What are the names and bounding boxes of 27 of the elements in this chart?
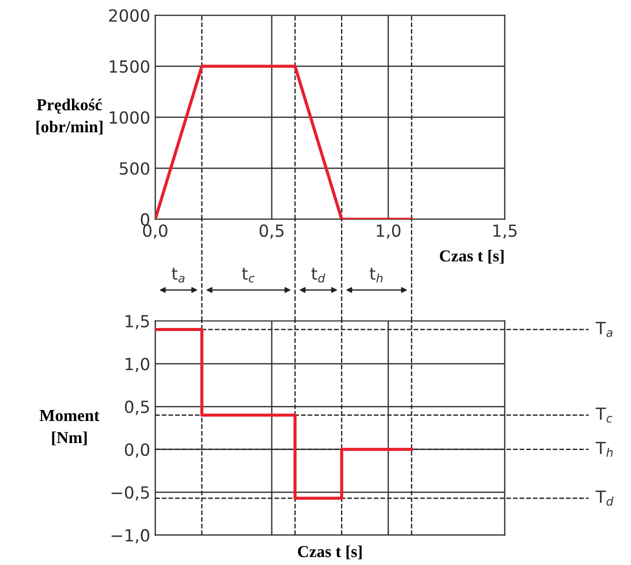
ref-line-label: T$_{c}$	[596, 408, 612, 423]
x-tick-label: 0,0	[143, 224, 168, 239]
x-tick-label: 1,0	[376, 224, 400, 239]
text: t$_{d}$	[311, 268, 326, 283]
y-tick-label: 1000	[110, 111, 150, 124]
text: t$_{a}$	[172, 268, 184, 283]
y-tick-label: 0,5	[124, 400, 149, 415]
y-tick-label: 2000	[109, 9, 150, 22]
y-tick-label: 500	[120, 162, 150, 175]
y-tick-label: 0	[140, 213, 150, 226]
y-tick-label: 1500	[110, 60, 150, 73]
y-tick-label: 1,0	[126, 358, 150, 372]
ref-line-label: T$_{d}$	[596, 490, 614, 506]
y-tick-label: −1,0	[112, 529, 150, 544]
y-tick-label: −0,5	[112, 486, 149, 500]
x-tick-label: 0,5	[260, 224, 284, 239]
y-tick-label: 1,5	[126, 315, 149, 330]
x-axis-title: Czas t [s]	[298, 545, 362, 560]
ref-line-label: T$_{h}$	[596, 442, 613, 457]
y-axis-title: Moment [Nm]	[40, 410, 100, 446]
x-tick-label: 1,5	[493, 224, 517, 239]
x-axis-title: Czas t [s]	[440, 250, 504, 264]
y-axis-title: Prędkość [obr/min]	[36, 98, 102, 134]
y-tick-label: 0,0	[124, 443, 150, 458]
ref-line-label: T$_{a}$	[596, 322, 612, 337]
text: t$_{c}$	[242, 268, 255, 283]
text: t$_{h}$	[370, 268, 383, 282]
